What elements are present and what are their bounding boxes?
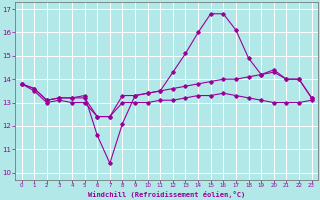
- X-axis label: Windchill (Refroidissement éolien,°C): Windchill (Refroidissement éolien,°C): [88, 191, 245, 198]
